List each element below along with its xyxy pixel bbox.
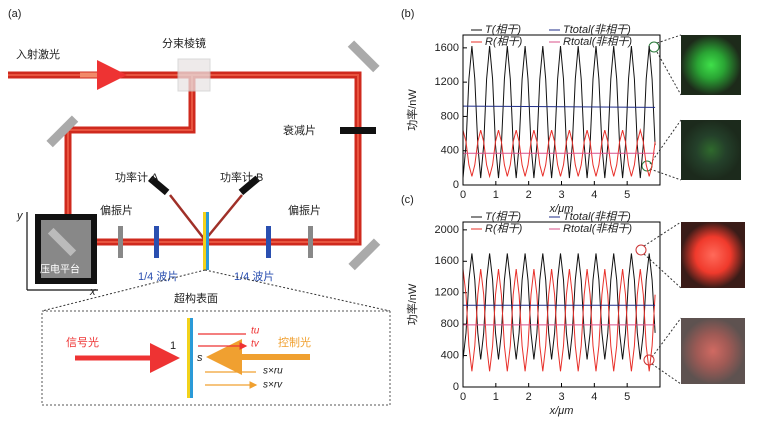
x-tick-label: 5 [624,391,630,403]
legend-label: Ttotal(非相干) [563,23,631,36]
mirror [46,115,79,148]
x-tick-label: 1 [493,189,499,201]
label: 入射激光 [16,47,60,61]
legend-label: R(相干) [485,35,523,48]
mirror [348,238,381,271]
y-axis-label: 功率/nW [405,89,419,131]
mirror [47,227,77,257]
spot-image [681,120,741,180]
waveplate [266,226,271,258]
reflected-beam [169,194,243,241]
y-tick-label: 800 [441,318,459,330]
y-tick-label: 400 [441,145,459,157]
series-line [462,269,656,372]
label: y [16,210,24,222]
legend-label: Rtotal(非相干) [563,35,632,48]
legend-label: Ttotal(非相干) [563,210,631,223]
series-line [462,105,656,108]
x-tick-label: 0 [460,189,466,201]
metasurface [190,318,193,398]
label: 偏振片 [288,203,321,217]
y-tick-label: 400 [441,349,459,361]
label: 控制光 [278,335,311,349]
panel-label: (b) [401,8,414,20]
x-tick-label: 1 [493,391,499,403]
metasurface [187,318,190,398]
label: 1/4 波片 [138,270,178,283]
plot-frame [462,221,661,388]
y-tick-label: 1200 [435,287,459,299]
series-line [462,253,656,360]
label: 衰减片 [283,123,316,137]
x-tick-label: 0 [460,391,466,403]
x-tick-label: 4 [591,391,597,403]
mirror [347,40,380,73]
power-meter [238,175,260,196]
label: x [89,286,96,298]
y-tick-label: 1600 [435,255,459,267]
x-tick-label: 5 [624,189,630,201]
metasurface [206,212,209,270]
label: tv [251,339,260,350]
panel-label: (a) [8,8,21,20]
zoom-line [643,34,682,385]
x-tick-label: 3 [558,189,564,201]
polarizer [308,226,313,258]
legend-label: T(相干) [485,210,521,223]
y-tick-label: 1200 [435,76,459,88]
highlight [643,354,655,366]
series-line [462,128,656,179]
label: tu [251,326,260,337]
waveplate [154,226,159,258]
y-tick-label: 0 [453,381,459,393]
legend-label: T(相干) [485,23,521,36]
label: 超构表面 [174,291,218,305]
attenuator [340,127,376,134]
y-tick-label: 1600 [435,42,459,54]
x-tick-label: 2 [526,189,532,201]
label: 信号光 [66,335,99,349]
y-tick-label: 2000 [435,224,459,236]
setup-diagram: (a) 入射激光 分束棱镜 衰减片 功率计 A 功率计 B 偏振片 偏振片 1/… [8,8,391,406]
reflected-arrow [205,371,256,385]
polarizer [118,226,123,258]
label: 功率计 A [115,170,159,184]
legend-label: Rtotal(非相干) [563,222,632,235]
x-tick-label: 3 [558,391,564,403]
label: s×ru [263,366,283,377]
zoom-line [41,269,391,312]
stage-axes [26,212,98,291]
label: 1 [170,340,176,352]
label: 压电平台 [40,263,80,276]
beam-splitter [177,58,211,92]
x-axis-label: x/μm [549,203,574,215]
spot-images [635,34,745,385]
label: 偏振片 [100,203,133,217]
spot-image [681,35,741,95]
label: 1/4 波片 [234,270,274,283]
legend-label: R(相干) [485,222,523,235]
y-tick-label: 0 [453,179,459,191]
y-axis-label: 功率/nW [405,283,419,325]
highlight [648,41,660,53]
spot-image [681,318,745,384]
x-axis-label: x/μm [549,405,574,417]
x-tick-label: 2 [526,391,532,403]
plot-frame [462,34,661,186]
x-tick-label: 4 [591,189,597,201]
panel-label: (c) [401,194,414,206]
label: s [197,352,203,364]
spot-image [681,222,745,288]
inset-box [41,310,391,406]
label: 分束棱镜 [162,36,206,50]
highlight [635,244,647,256]
series-line [462,46,656,179]
power-meter [148,175,170,196]
label: 功率计 B [220,170,263,184]
transmitted-arrow [198,333,246,346]
label: s×rv [263,380,283,391]
metasurface [203,212,206,270]
y-tick-label: 800 [441,110,459,122]
